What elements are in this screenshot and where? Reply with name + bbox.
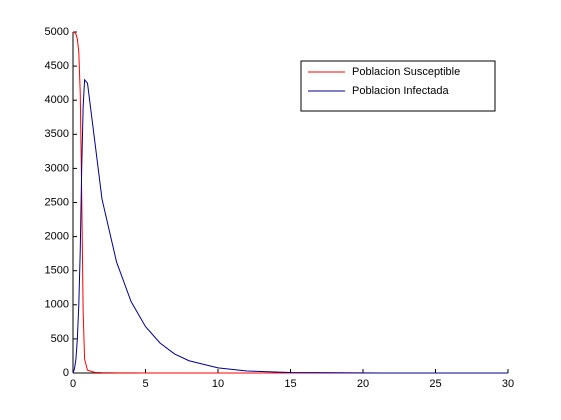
legend-box <box>300 60 496 112</box>
x-tick-label: 0 <box>70 378 76 390</box>
y-tick-label: 2000 <box>45 231 69 243</box>
y-tick-label: 5000 <box>45 26 69 38</box>
series-line <box>72 78 508 374</box>
y-tick-label: 1500 <box>45 265 69 277</box>
legend-label: Poblacion Infectada <box>352 85 450 97</box>
x-tick-label: 30 <box>502 378 514 390</box>
x-tick-label: 10 <box>212 378 224 390</box>
legend-label: Poblacion Susceptible <box>352 66 460 78</box>
x-tick-label: 25 <box>429 378 441 390</box>
y-tick-label: 3000 <box>45 162 69 174</box>
y-tick-label: 4000 <box>45 94 69 106</box>
y-tick-label: 4500 <box>45 60 69 72</box>
y-tick-label: 1000 <box>45 299 69 311</box>
y-tick-label: 0 <box>63 367 69 379</box>
series-line <box>72 31 508 374</box>
x-tick-label: 20 <box>357 378 369 390</box>
y-tick-label: 3500 <box>45 128 69 140</box>
x-tick-label: 5 <box>142 378 148 390</box>
x-tick-label: 15 <box>284 378 296 390</box>
y-tick-label: 500 <box>51 333 69 345</box>
y-tick-label: 2500 <box>45 196 69 208</box>
